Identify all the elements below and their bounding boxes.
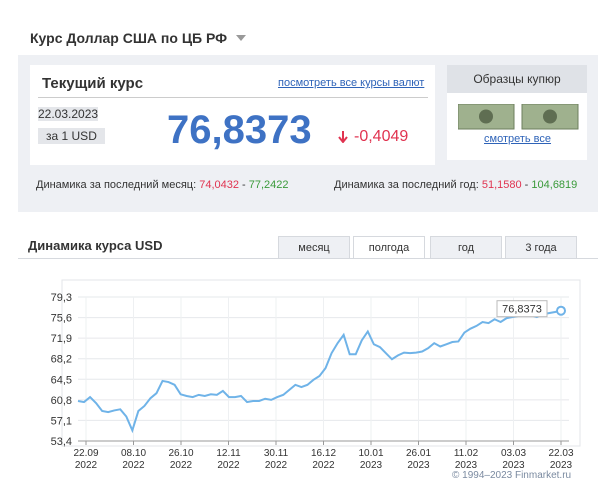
x-tick-label: 2023	[360, 460, 383, 471]
month-max: 77,2422	[248, 179, 289, 191]
dropdown-icon[interactable]	[236, 35, 246, 41]
rate-change: -0,4049	[354, 128, 409, 145]
annotation-box	[496, 300, 548, 318]
x-tick-label: 10.01	[358, 448, 383, 459]
x-tick-label: 2022	[170, 460, 193, 471]
annotation: 76,8373	[502, 304, 542, 316]
month-dynamics: Динамика за последний месяц: 74,0432 - 7…	[36, 179, 289, 191]
x-tick-label: 22.09	[73, 448, 98, 459]
price-line	[77, 309, 562, 434]
x-tick-label: 2022	[265, 460, 288, 471]
x-tick-label: 16.12	[311, 448, 336, 459]
x-tick-label: 30.11	[264, 448, 289, 459]
x-tick-label: 08.10	[121, 448, 146, 459]
x-tick-label: 2023	[407, 460, 430, 471]
plot-frame	[61, 279, 581, 447]
tabs-line	[18, 258, 598, 259]
x-tick-label: 2023	[550, 460, 573, 471]
x-tick-label: 12.11	[216, 448, 241, 459]
page-title: Курс Доллар США по ЦБ РФ	[30, 30, 228, 46]
y-tick-label: 60,8	[51, 395, 72, 407]
chart-title: Динамика курса USD	[28, 238, 163, 253]
y-tick-label: 75,6	[51, 313, 72, 325]
all-rates-link[interactable]: посмотреть все курсы валют	[278, 77, 425, 89]
y-tick-label: 53,4	[51, 436, 72, 448]
divider	[38, 97, 428, 98]
month-dash: -	[242, 179, 246, 191]
x-tick-label: 26.01	[406, 448, 431, 459]
y-tick-label: 57,1	[51, 415, 72, 427]
x-tick-label: 2023	[502, 460, 525, 471]
year-dynamics: Динамика за последний год: 51,1580 - 104…	[334, 179, 577, 191]
rate-unit: за 1 USD	[38, 128, 105, 144]
month-label: Динамика за последний месяц:	[36, 179, 197, 191]
x-tick-label: 2022	[75, 460, 98, 471]
x-tick-label: 03.03	[501, 448, 526, 459]
x-tick-label: 2023	[455, 460, 478, 471]
year-label: Динамика за последний год:	[334, 179, 479, 191]
y-tick-label: 68,2	[51, 354, 72, 366]
x-tick-label: 2022	[122, 460, 145, 471]
x-tick-label: 26.10	[168, 448, 193, 459]
year-dash: -	[524, 179, 529, 191]
y-tick-label: 64,5	[51, 374, 72, 386]
rate-date: 22.03.2023	[38, 107, 99, 121]
year-min: 51,1580	[481, 179, 522, 191]
year-max: 104,6819	[531, 179, 578, 191]
x-tick-label: 2022	[312, 460, 335, 471]
last-point	[556, 305, 566, 316]
x-tick-label: 11.02	[454, 448, 479, 459]
banknotes-link[interactable]: смотреть все	[484, 133, 552, 145]
tab[interactable]: месяц	[278, 236, 350, 259]
y-tick-label: 79,3	[51, 292, 72, 304]
current-rate: 76,8373	[167, 108, 312, 152]
x-tick-label: 2022	[217, 460, 240, 471]
y-tick-label: 71,9	[51, 333, 72, 345]
banknotes-title: Образцы купюр	[447, 65, 587, 93]
banknote-images[interactable]	[458, 104, 580, 130]
down-arrow	[338, 131, 348, 143]
month-min: 74,0432	[199, 179, 239, 191]
x-tick-label: 22.03	[548, 448, 573, 459]
copyright: © 1994–2023 Finmarket.ru	[452, 470, 572, 481]
current-title: Текущий курс	[42, 75, 144, 92]
